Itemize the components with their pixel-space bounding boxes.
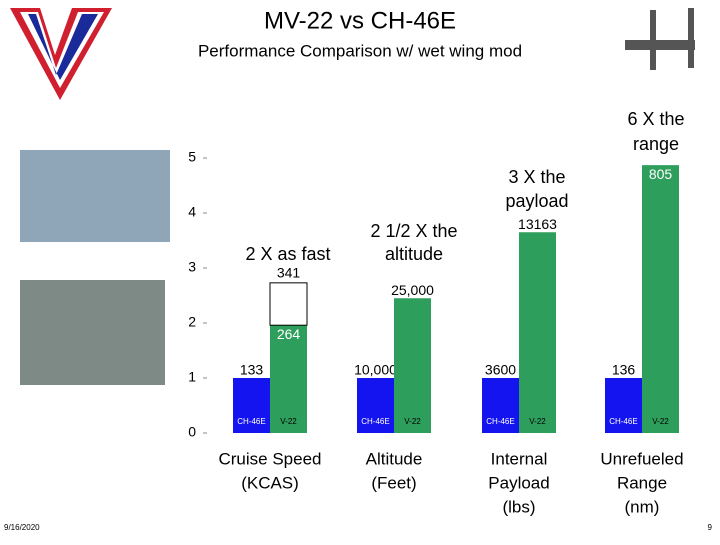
category-label: Payload [488, 473, 549, 492]
category-label: (Feet) [371, 473, 416, 492]
bar [642, 165, 679, 433]
annotation: payload [505, 191, 568, 211]
annotation: 6 X the [627, 109, 684, 129]
bar [519, 232, 556, 433]
bar [605, 378, 642, 433]
value-label: 805 [649, 166, 673, 182]
annotation: 3 X the [508, 167, 565, 187]
bar-series-label: V-22 [529, 417, 546, 426]
value-label: 13163 [518, 216, 557, 232]
annotation: 2 1/2 X the [370, 221, 457, 241]
bar [394, 298, 431, 433]
value-label: 264 [277, 326, 301, 342]
stack-label: 341 [277, 265, 301, 281]
category-label: Cruise Speed [218, 449, 321, 468]
y-tick-label: 5 [188, 149, 196, 165]
value-label: 136 [612, 362, 636, 378]
y-tick-label: 4 [188, 204, 196, 220]
y-tick-label: 1 [188, 369, 196, 385]
bar-series-label: CH-46E [486, 417, 514, 426]
y-tick-label: 3 [188, 259, 196, 275]
category-label: (lbs) [502, 497, 535, 516]
bar [233, 378, 270, 433]
annotation: 2 X as fast [245, 244, 330, 264]
bar-series-label: CH-46E [361, 417, 389, 426]
category-label: Altitude [366, 449, 423, 468]
category-label: Range [617, 473, 667, 492]
category-label: (KCAS) [241, 473, 299, 492]
subtitle: Performance Comparison w/ wet wing mod [198, 41, 522, 60]
bar [357, 378, 394, 433]
aircraft-icon [625, 8, 695, 70]
category-label: (nm) [625, 497, 660, 516]
bar-series-label: CH-46E [237, 417, 265, 426]
photo-osprey [20, 150, 170, 242]
photo-chinook [20, 280, 165, 385]
page-number: 9 [708, 523, 713, 532]
category-label: Unrefueled [600, 449, 683, 468]
bar [482, 378, 519, 433]
y-tick-label: 0 [188, 424, 196, 440]
logo [10, 8, 112, 100]
value-label: 133 [240, 362, 264, 378]
y-tick-label: 2 [188, 314, 196, 330]
bar-series-label: V-22 [652, 417, 669, 426]
category-label: Internal [491, 449, 548, 468]
bar-series-label: V-22 [404, 417, 421, 426]
annotation: range [633, 134, 679, 154]
date: 9/16/2020 [4, 523, 40, 532]
title: MV-22 vs CH-46E [264, 7, 456, 34]
value-label: 10,000 [354, 362, 397, 378]
value-label: 3600 [485, 362, 516, 378]
stack-segment [269, 282, 308, 326]
value-label: 25,000 [391, 282, 434, 298]
annotation: altitude [385, 244, 443, 264]
bar-series-label: CH-46E [609, 417, 637, 426]
bar-series-label: V-22 [280, 417, 297, 426]
bar [270, 325, 307, 433]
